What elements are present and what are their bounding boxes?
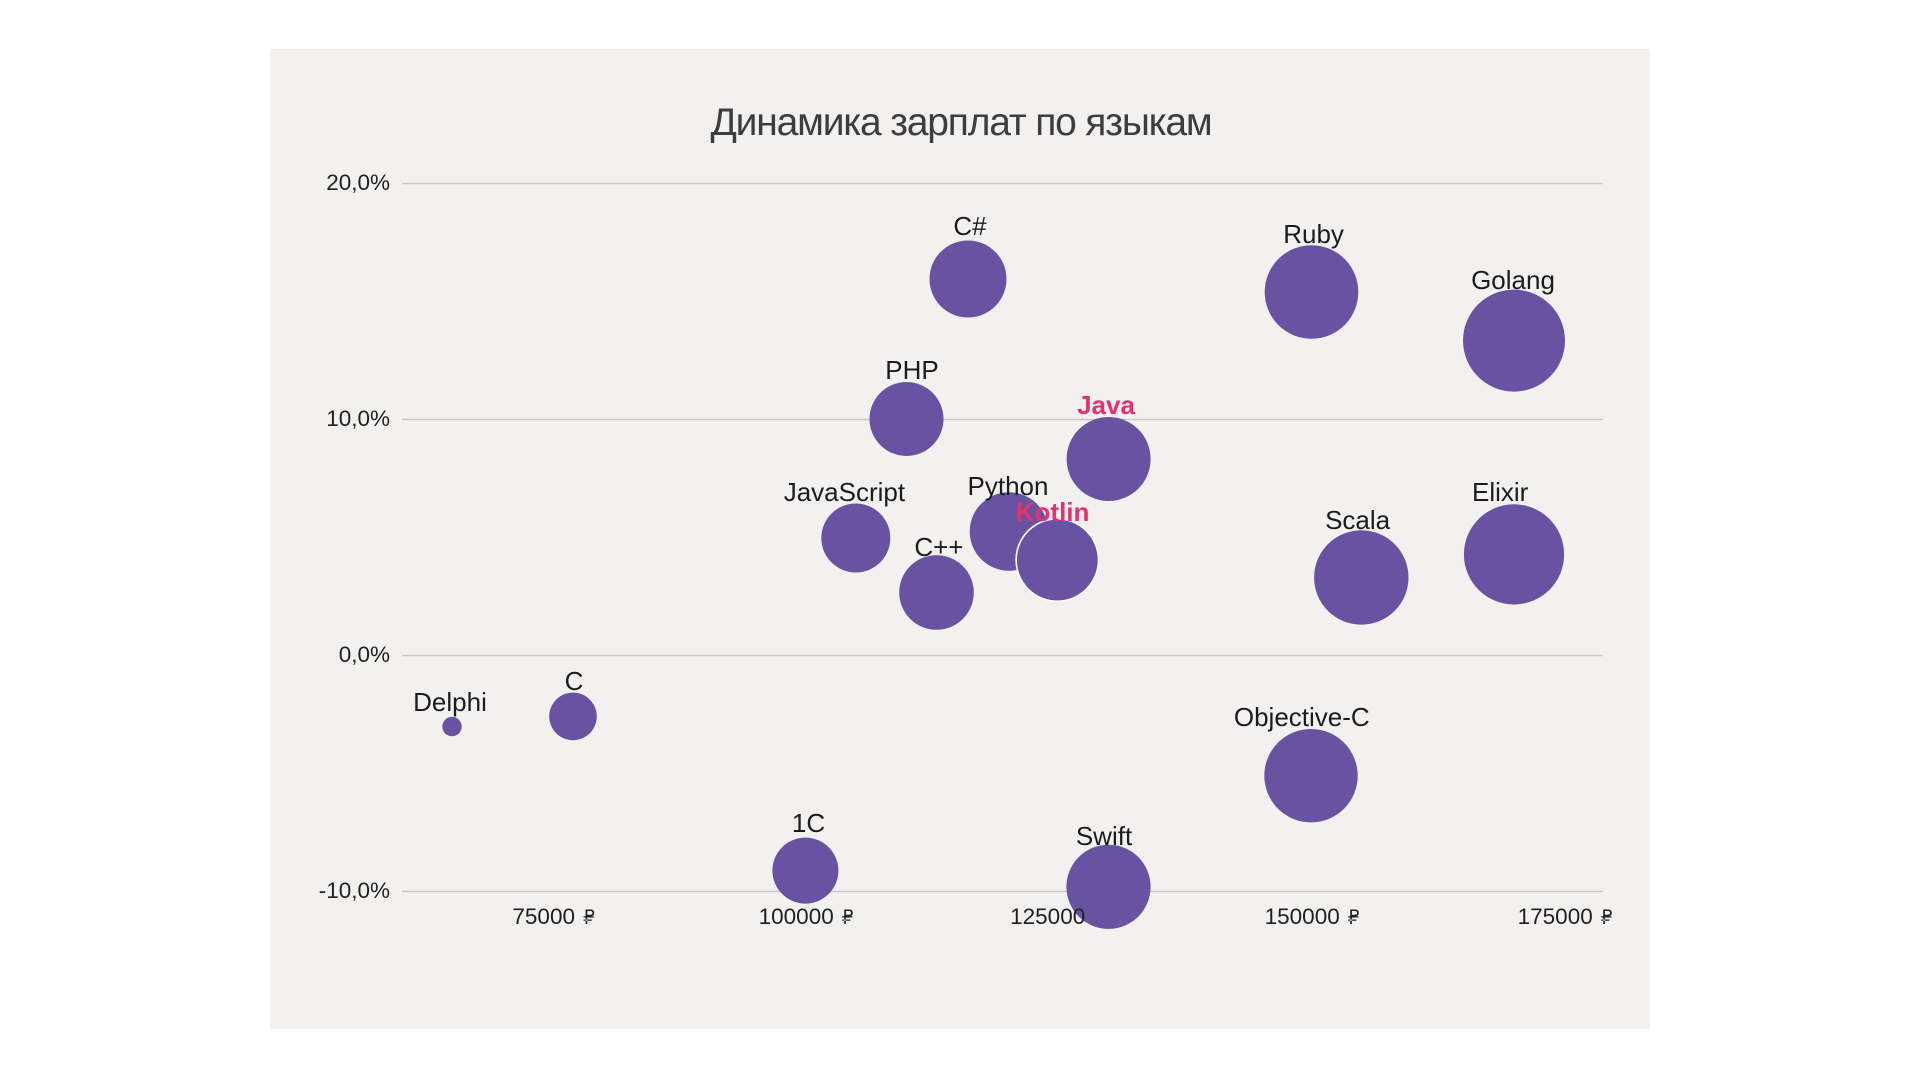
svg-text:150000: 150000 <box>1265 904 1340 929</box>
svg-text:125000: 125000 <box>1010 904 1085 929</box>
svg-text:Scala: Scala <box>1325 505 1391 535</box>
svg-text:Elixir: Elixir <box>1472 477 1529 507</box>
svg-text:Динамика зарплат по языкам: Динамика зарплат по языкам <box>710 101 1211 144</box>
svg-text:Swift: Swift <box>1076 821 1133 851</box>
svg-text:1C: 1C <box>792 808 825 838</box>
svg-text:C#: C# <box>953 211 987 241</box>
svg-text:JavaScript: JavaScript <box>784 477 906 507</box>
svg-text:-10,0%: -10,0% <box>319 878 390 903</box>
svg-text:Objective-C: Objective-C <box>1234 702 1370 732</box>
svg-text:175000: 175000 <box>1518 904 1593 929</box>
svg-text:0,0%: 0,0% <box>339 642 390 667</box>
svg-text:Delphi: Delphi <box>413 687 487 717</box>
svg-text:C: C <box>565 666 584 696</box>
svg-text:PHP: PHP <box>885 355 938 385</box>
svg-text:75000: 75000 <box>512 904 575 929</box>
svg-text:20,0%: 20,0% <box>326 170 390 195</box>
svg-text:Ruby: Ruby <box>1283 219 1344 249</box>
svg-text:Kotlin: Kotlin <box>1016 497 1090 527</box>
svg-text:100000: 100000 <box>759 904 834 929</box>
svg-text:10,0%: 10,0% <box>326 406 390 431</box>
svg-text:C++: C++ <box>914 532 963 562</box>
svg-text:Golang: Golang <box>1471 265 1555 295</box>
svg-text:Python: Python <box>968 471 1049 501</box>
svg-text:Java: Java <box>1077 390 1135 420</box>
